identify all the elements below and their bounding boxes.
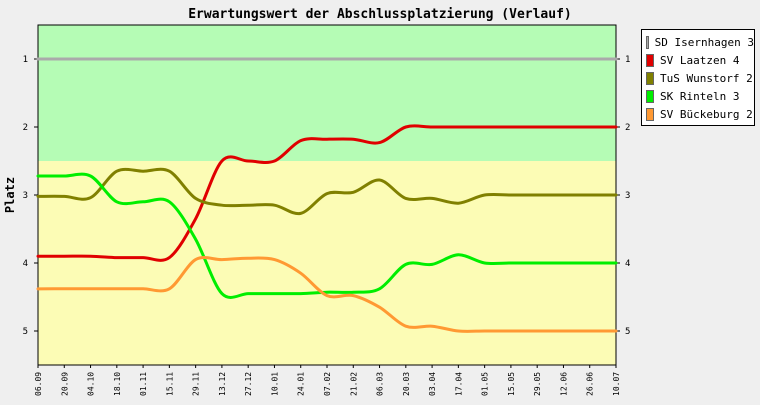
x-tick-label: 01.05: [481, 372, 490, 396]
x-tick-label: 17.04: [454, 372, 463, 396]
legend-label: TuS Wunstorf 2: [660, 71, 753, 85]
legend-item: SK Rinteln 3: [642, 87, 754, 105]
legend: SD Isernhagen 3 SV Laatzen 4 TuS Wunstorf …: [641, 29, 755, 126]
legend-label: SD Isernhagen 3: [654, 35, 754, 49]
y-tick-label-right: 4: [625, 259, 630, 269]
legend-item: TuS Wunstorf 2: [642, 69, 754, 87]
series-line-tus-wunstorf-2: [36, 167, 618, 216]
x-tick-label: 15.11: [165, 372, 174, 396]
legend-label: SK Rinteln 3: [660, 89, 740, 103]
series-line-sv-laatzen-4: [36, 124, 618, 262]
y-tick-label-right: 2: [625, 123, 630, 133]
x-tick-label: 26.06: [586, 372, 595, 396]
y-tick-label-left: 4: [23, 259, 28, 269]
x-tick-label: 13.12: [218, 372, 227, 396]
y-tick-label-left: 3: [23, 191, 28, 201]
x-tick-label: 27.12: [244, 372, 253, 396]
x-tick-label: 10.01: [270, 372, 279, 396]
legend-label: SV Laatzen 4: [660, 53, 740, 67]
y-tick-label-left: 2: [23, 123, 28, 133]
x-tick-label: 07.02: [323, 372, 332, 396]
x-tick-label: 29.11: [192, 372, 201, 396]
x-tick-label: 06.09: [34, 372, 43, 396]
y-tick-label-right: 5: [625, 327, 630, 337]
y-tick-label-left: 1: [23, 55, 28, 65]
legend-swatch: [646, 107, 654, 121]
x-tick-label: 21.02: [349, 372, 358, 396]
x-tick-label: 06.03: [376, 372, 385, 396]
x-tick-label: 03.04: [428, 372, 437, 396]
y-tick-label-left: 5: [23, 327, 28, 337]
legend-swatch: [646, 89, 654, 103]
legend-swatch: [646, 71, 654, 85]
legend-item: SV Bückeburg 2: [642, 105, 754, 123]
legend-swatch: [646, 53, 654, 67]
x-tick-label: 18.10: [113, 372, 122, 396]
chart-title: Erwartungswert der Abschlussplatzierung …: [188, 7, 572, 22]
legend-swatch: [646, 35, 649, 49]
y-tick-label-right: 3: [625, 191, 630, 201]
x-tick-label: 20.09: [60, 372, 69, 396]
legend-item: SD Isernhagen 3: [642, 33, 754, 51]
x-tick-label: 15.05: [507, 372, 516, 396]
x-tick-label: 01.11: [139, 372, 148, 396]
series-line-sk-rinteln-3: [36, 172, 618, 299]
x-tick-label: 10.07: [612, 372, 621, 396]
x-tick-label: 12.06: [559, 372, 568, 396]
y-axis-label: Platz: [3, 177, 17, 213]
x-tick-label: 29.05: [533, 372, 542, 396]
series-line-sv-b-ckeburg-2: [36, 256, 618, 333]
legend-item: SV Laatzen 4: [642, 51, 754, 69]
x-tick-label: 04.10: [87, 372, 96, 396]
x-tick-label: 20.03: [402, 372, 411, 396]
x-tick-label: 24.01: [297, 372, 306, 396]
y-tick-label-right: 1: [625, 55, 630, 65]
legend-label: SV Bückeburg 2: [660, 107, 753, 121]
